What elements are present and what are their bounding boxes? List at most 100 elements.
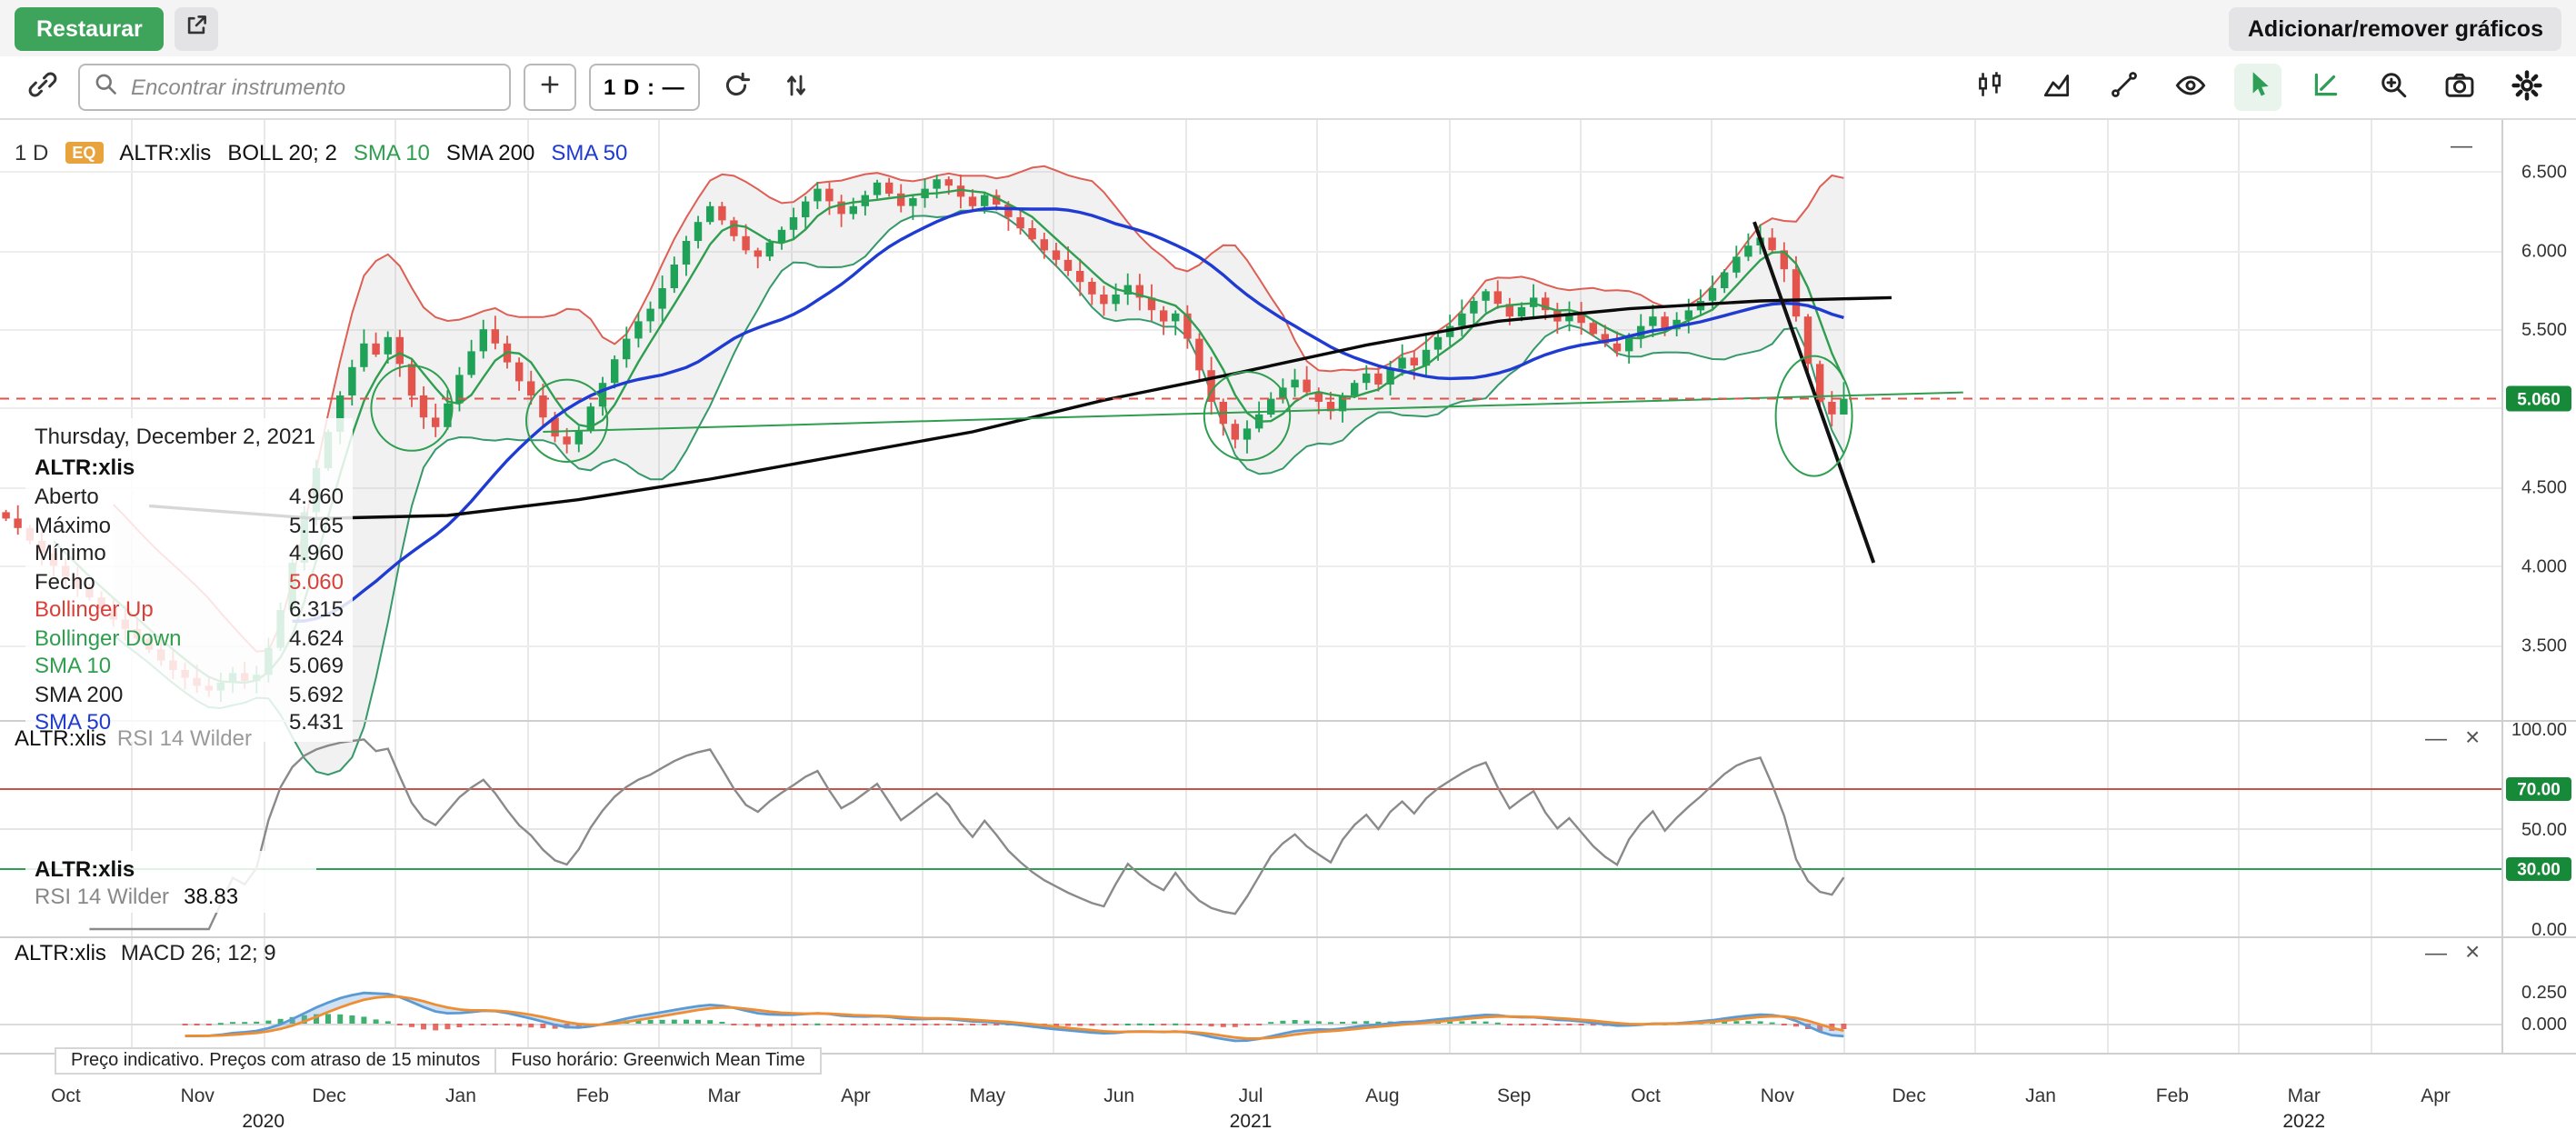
- price-tooltip: Thursday, December 2, 2021 ALTR:xlis Abe…: [25, 418, 353, 741]
- svg-text:5.060: 5.060: [2517, 391, 2561, 410]
- main-chart-legend: 1 D EQ ALTR:xlis BOLL 20; 2 SMA 10 SMA 200 SMA…: [15, 140, 627, 165]
- restore-button[interactable]: Restaurar: [15, 6, 165, 50]
- rsi-tooltip-symbol: ALTR:xlis: [35, 856, 135, 882]
- tooltip-row-label: Mínimo: [35, 540, 106, 565]
- legend-item: 1 D: [15, 140, 49, 165]
- legend-item: BOLL 20; 2: [227, 140, 337, 165]
- settings-button[interactable]: [2503, 64, 2551, 111]
- trendline-tool-button[interactable]: [2100, 64, 2147, 111]
- pointer-tool-button[interactable]: [2234, 64, 2281, 111]
- zoom-button[interactable]: [2369, 64, 2416, 111]
- tooltip-row: Bollinger Up 6.315: [35, 596, 344, 625]
- tooltip-row-value: 5.431: [288, 709, 344, 735]
- gear-icon: [2511, 68, 2543, 106]
- expand-vertical-button[interactable]: [773, 64, 820, 111]
- tooltip-row-value: 5.165: [288, 512, 344, 537]
- svg-text:Dec: Dec: [312, 1085, 345, 1106]
- macd-legend-label: MACD 26; 12; 9: [120, 940, 276, 965]
- svg-text:2021: 2021: [1230, 1111, 1273, 1132]
- tooltip-row: SMA 200 5.692: [35, 681, 344, 709]
- tooltip-row-label: Bollinger Up: [35, 596, 154, 622]
- trendline-icon: [2108, 69, 2139, 105]
- main-panel-minimize[interactable]: —: [2451, 133, 2472, 158]
- svg-text:4.500: 4.500: [2521, 478, 2567, 498]
- rsi-panel-minimize[interactable]: —: [2425, 725, 2447, 751]
- svg-text:6.500: 6.500: [2521, 163, 2567, 183]
- svg-text:0.00: 0.00: [2531, 920, 2567, 940]
- tooltip-row-value: 4.960: [288, 484, 344, 509]
- svg-text:Jan: Jan: [2025, 1085, 2056, 1106]
- tooltip-rows: Aberto 4.960 Máximo 5.165 Mínimo 4.960 Fecho 5.…: [35, 484, 344, 737]
- visibility-button[interactable]: [2167, 64, 2214, 111]
- svg-text:Nov: Nov: [1761, 1085, 1795, 1106]
- rsi-tooltip: ALTR:xlis RSI 14 Wilder 38.83: [25, 851, 316, 913]
- svg-text:0.000: 0.000: [2521, 1015, 2567, 1035]
- top-bar: Restaurar Adicionar/remover gráficos: [0, 0, 2576, 56]
- zoom-in-icon: [2377, 69, 2408, 105]
- toolbar-tools-group: [1965, 64, 2558, 111]
- tooltip-row-value: 5.069: [288, 653, 344, 678]
- tooltip-row-label: Bollinger Down: [35, 625, 182, 650]
- price-delay-footnote: Preço indicativo. Preços com atraso de 1…: [55, 1047, 822, 1075]
- svg-text:Jan: Jan: [445, 1085, 476, 1106]
- rsi-legend: ALTR:xlis RSI 14 Wilder: [15, 725, 252, 751]
- add-remove-charts-button[interactable]: Adicionar/remover gráficos: [2229, 6, 2561, 50]
- instrument-search: [78, 64, 511, 111]
- price-chart-svg[interactable]: 6.500 6.000 5.500 4.500 4.000 3.500 5.060 100.0…: [0, 120, 2576, 1140]
- macd-legend: ALTR:xlis MACD 26; 12; 9: [15, 940, 276, 965]
- refresh-button[interactable]: [713, 64, 760, 111]
- link-charts-button[interactable]: [18, 64, 65, 111]
- cursor-icon: [2242, 69, 2273, 105]
- eq-badge: EQ: [65, 142, 104, 164]
- rsi-panel-close[interactable]: ×: [2465, 722, 2481, 751]
- svg-text:Oct: Oct: [1631, 1085, 1661, 1106]
- svg-text:Mar: Mar: [708, 1085, 741, 1106]
- draw-angle-tool-button[interactable]: [2301, 64, 2349, 111]
- tooltip-row-value: 4.624: [288, 625, 344, 650]
- svg-text:100.00: 100.00: [2511, 720, 2567, 740]
- tooltip-row-label: Máximo: [35, 512, 112, 537]
- svg-text:Jun: Jun: [1103, 1085, 1134, 1106]
- tooltip-row-label: SMA 200: [35, 681, 124, 706]
- chart-type-button[interactable]: [1965, 64, 2012, 111]
- chart-region: 6.500 6.000 5.500 4.500 4.000 3.500 5.060 100.0…: [0, 120, 2576, 1140]
- timezone-notice: Fuso horário: Greenwich Mean Time: [511, 1051, 805, 1071]
- legend-item: ALTR:xlis: [119, 140, 212, 165]
- tooltip-row: Fecho 5.060: [35, 568, 344, 596]
- chart-toolbar: 1 D : —: [0, 56, 2576, 120]
- tooltip-row-label: SMA 50: [35, 709, 112, 735]
- svg-text:Mar: Mar: [2288, 1085, 2321, 1106]
- candlestick-layer: [2, 175, 1848, 702]
- tooltip-row: Mínimo 4.960: [35, 540, 344, 568]
- plus-icon: [538, 73, 562, 102]
- svg-text:6.000: 6.000: [2521, 241, 2567, 261]
- macd-legend-symbol: ALTR:xlis: [15, 940, 106, 965]
- camera-icon: [2443, 68, 2476, 106]
- add-instrument-button[interactable]: [524, 64, 576, 111]
- interval-selector-button[interactable]: 1 D : —: [589, 64, 700, 111]
- svg-text:50.00: 50.00: [2521, 820, 2567, 840]
- rsi-tooltip-value: 38.83: [184, 884, 239, 909]
- rsi-panel: [0, 738, 2501, 931]
- svg-text:Feb: Feb: [576, 1085, 609, 1106]
- svg-text:May: May: [969, 1085, 1005, 1106]
- macd-panel-close[interactable]: ×: [2465, 936, 2481, 965]
- svg-text:Feb: Feb: [2156, 1085, 2189, 1106]
- tooltip-row-label: Aberto: [35, 484, 99, 509]
- screenshot-button[interactable]: [2436, 64, 2483, 111]
- search-input[interactable]: [127, 73, 496, 102]
- rsi-legend-symbol: ALTR:xlis: [15, 725, 106, 751]
- area-chart-icon: [2041, 69, 2072, 105]
- tooltip-row: Bollinger Down 4.624: [35, 625, 344, 653]
- bollinger-bands: [113, 165, 1845, 776]
- svg-text:Sep: Sep: [1497, 1085, 1531, 1106]
- macd-panel: [0, 991, 2501, 1043]
- area-chart-button[interactable]: [2032, 64, 2080, 111]
- macd-panel-minimize[interactable]: —: [2425, 940, 2447, 965]
- open-external-button[interactable]: [175, 6, 219, 50]
- svg-text:70.00: 70.00: [2517, 780, 2561, 799]
- legend-item: SMA 50: [551, 140, 628, 165]
- svg-text:5.500: 5.500: [2521, 320, 2567, 340]
- tooltip-row-value: 4.960: [288, 540, 344, 565]
